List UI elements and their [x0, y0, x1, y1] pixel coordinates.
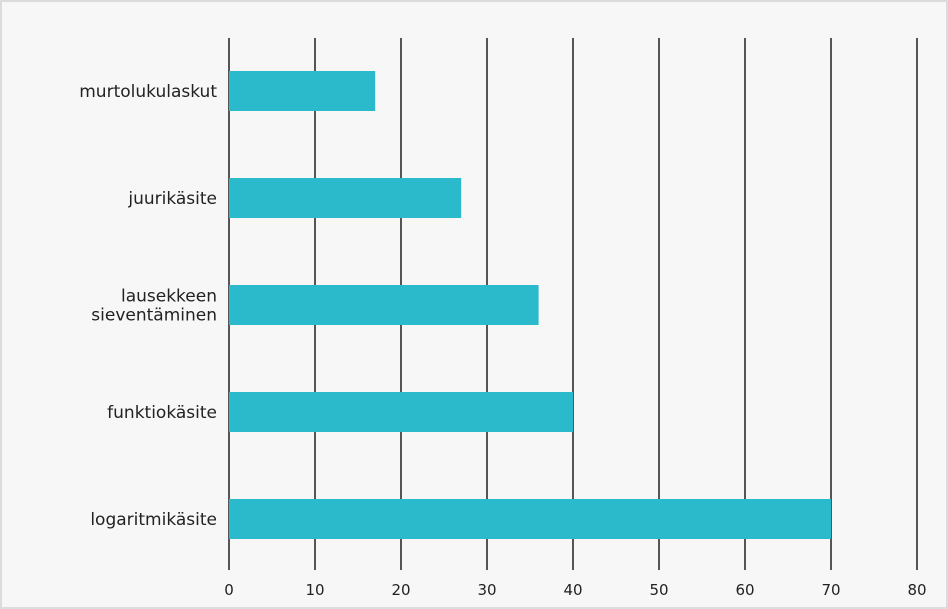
x-tick-label-70: 70 [821, 581, 840, 599]
x-tick-label-20: 20 [391, 581, 410, 599]
x-tick-label-30: 30 [477, 581, 496, 599]
bar-0 [229, 71, 376, 111]
bar-3 [229, 392, 573, 432]
category-label-1: juurikäsite [127, 189, 217, 209]
category-label-0: murtolukulaskut [79, 82, 217, 102]
category-label-4: logaritmikäsite [90, 510, 217, 530]
x-tick-label-80: 80 [907, 581, 926, 599]
category-label-3: funktiokäsite [107, 403, 217, 423]
x-tick-label-60: 60 [735, 581, 754, 599]
bar-1 [229, 178, 462, 218]
category-label-2: lausekkeen sieventäminen [91, 287, 217, 326]
bars [229, 71, 831, 539]
x-tick-label-10: 10 [305, 581, 324, 599]
grid-lines [228, 38, 918, 570]
bar-4 [229, 499, 831, 539]
x-tick-label-0: 0 [224, 581, 234, 599]
bar-2 [229, 285, 539, 325]
category-labels: murtolukulaskut juurikäsite lausekkeen siev… [79, 82, 217, 530]
x-tick-label-50: 50 [649, 581, 668, 599]
x-tick-label-40: 40 [563, 581, 582, 599]
x-tick-labels: 0 10 20 30 40 50 60 70 80 [224, 581, 926, 599]
